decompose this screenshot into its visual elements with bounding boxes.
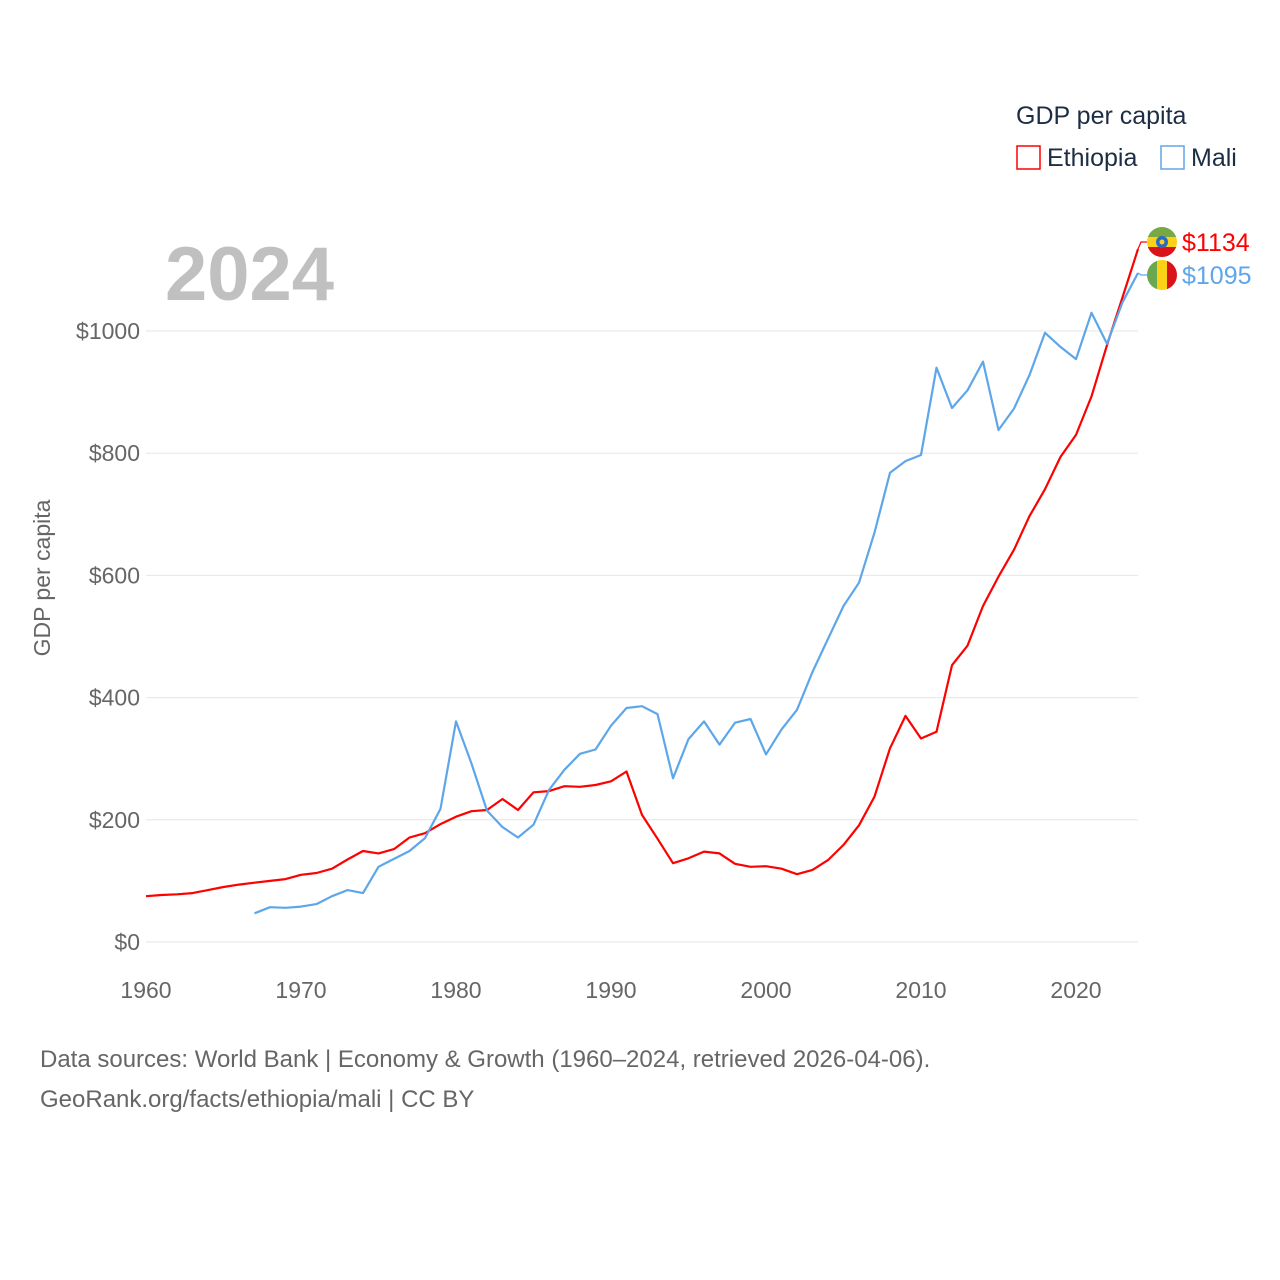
source-note: Data sources: World Bank | Economy & Gro… xyxy=(40,1046,931,1073)
x-tick-label: 2010 xyxy=(895,977,946,1003)
ethiopia-flag-icon xyxy=(1147,227,1177,257)
mali-flag-icon xyxy=(1147,260,1177,290)
legend-label-mali: Mali xyxy=(1191,144,1237,172)
end-leader-line xyxy=(1137,241,1147,250)
source-link[interactable]: GeoRank.org/facts/ethiopia/mali | CC BY xyxy=(40,1086,475,1113)
end-leader-line xyxy=(1137,272,1147,276)
y-tick-label: $0 xyxy=(114,929,140,955)
y-tick-label: $200 xyxy=(89,807,140,833)
y-tick-label: $400 xyxy=(89,685,140,711)
y-tick-label: $1000 xyxy=(76,318,140,344)
legend-swatch-ethiopia xyxy=(1016,145,1041,170)
x-tick-label: 1990 xyxy=(585,977,636,1003)
end-value-label-ethiopia: $1134 xyxy=(1182,229,1250,257)
series-line-ethiopia xyxy=(145,248,1140,898)
end-value-label-mali: $1095 xyxy=(1182,262,1252,290)
y-tick-label: $600 xyxy=(89,562,140,588)
x-tick-label: 1970 xyxy=(275,977,326,1003)
series-line-mali xyxy=(254,272,1139,915)
legend-title: GDP per capita xyxy=(1016,102,1187,130)
x-tick-label: 1960 xyxy=(120,977,171,1003)
y-tick-label: $800 xyxy=(89,440,140,466)
x-tick-label: 2020 xyxy=(1050,977,1101,1003)
legend-item-ethiopia[interactable]: Ethiopia xyxy=(1016,144,1137,172)
legend-swatch-mali xyxy=(1160,145,1185,170)
y-axis-label: GDP per capita xyxy=(29,499,55,656)
year-watermark: 2024 xyxy=(165,232,334,317)
legend-item-mali[interactable]: Mali xyxy=(1160,144,1237,172)
legend-label-ethiopia: Ethiopia xyxy=(1047,144,1137,172)
x-tick-label: 1980 xyxy=(430,977,481,1003)
x-tick-label: 2000 xyxy=(740,977,791,1003)
legend: GDP per capita Ethiopia Mali xyxy=(1016,102,1237,172)
